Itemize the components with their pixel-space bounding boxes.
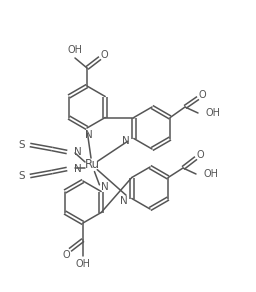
Text: O: O [100, 50, 108, 60]
Text: N: N [120, 197, 128, 206]
Text: Ru: Ru [84, 159, 100, 171]
Text: N: N [101, 182, 109, 192]
Text: O: O [196, 150, 204, 160]
Text: O: O [198, 90, 206, 100]
Text: N: N [74, 147, 82, 157]
Text: N: N [122, 136, 130, 147]
Text: N: N [74, 164, 82, 174]
Text: S: S [18, 140, 25, 150]
Text: N: N [85, 130, 93, 140]
Text: OH: OH [68, 45, 82, 55]
Text: OH: OH [206, 108, 221, 118]
Text: S: S [18, 171, 25, 181]
Text: OH: OH [76, 259, 91, 269]
Text: OH: OH [204, 169, 219, 179]
Text: O: O [62, 250, 70, 260]
